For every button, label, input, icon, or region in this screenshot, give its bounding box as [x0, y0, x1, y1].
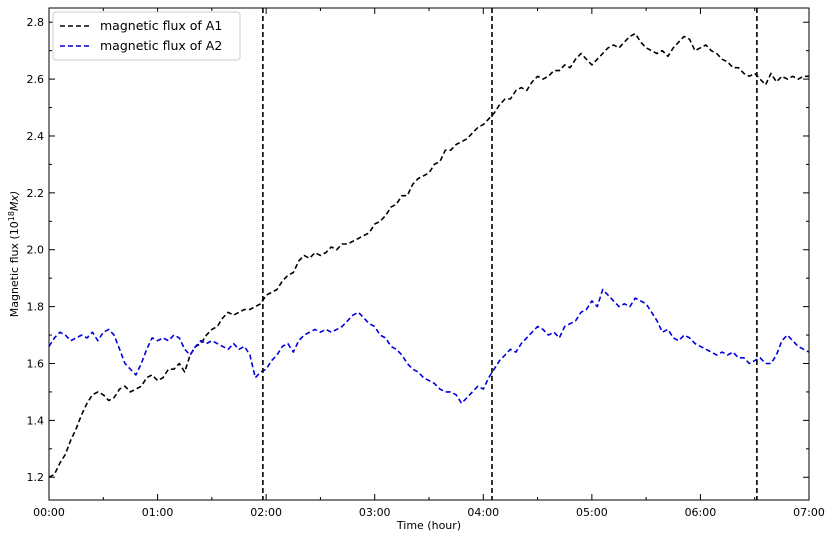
- x-tick-label: 01:00: [142, 506, 174, 519]
- y-axis-label-main: Magnetic flux (10: [8, 221, 21, 317]
- x-axis-label: Time (hour): [396, 519, 461, 532]
- x-tick-label: 06:00: [685, 506, 717, 519]
- y-axis-label-exponent: 18: [7, 211, 16, 221]
- y-tick-label: 2.6: [27, 73, 45, 86]
- y-tick-label: 1.4: [27, 414, 45, 427]
- series-line-a2: [48, 288, 810, 405]
- y-axis-label-unit: Mx): [8, 191, 21, 211]
- y-tick-label: 1.2: [27, 471, 45, 484]
- series-layer: [48, 32, 810, 478]
- y-tick-label: 2.8: [27, 16, 45, 29]
- x-tick-label: 04:00: [467, 506, 499, 519]
- vertical-marker-layer: [262, 8, 758, 500]
- legend-label-a1: magnetic flux of A1: [100, 18, 222, 33]
- x-tick-label: 00:00: [33, 506, 65, 519]
- legend: magnetic flux of A1 magnetic flux of A2: [52, 11, 241, 61]
- plot-background: [49, 8, 809, 500]
- y-tick-label: 1.6: [27, 357, 45, 370]
- x-tick-label: 02:00: [250, 506, 282, 519]
- legend-box: [52, 11, 241, 61]
- x-tick-label: 07:00: [793, 506, 825, 519]
- x-tick-label: 05:00: [576, 506, 608, 519]
- x-tick-label: 03:00: [359, 506, 391, 519]
- series-line-a1: [48, 32, 809, 478]
- x-axis-ticks: 00:00 01:00 02:00 03:00 04:00 05:00 06:00 07:00: [33, 8, 825, 519]
- y-tick-label: 2.0: [27, 244, 45, 257]
- y-tick-label: 2.2: [27, 187, 45, 200]
- y-axis-label: Magnetic flux (1018Mx): [7, 191, 21, 318]
- y-tick-label: 1.8: [27, 301, 45, 314]
- legend-label-a2: magnetic flux of A2: [100, 38, 222, 53]
- y-axis-ticks: 1.2 1.4 1.6 1.8 2.0 2.2 2.4 2.6 2.8: [27, 16, 809, 484]
- y-tick-label: 2.4: [27, 130, 45, 143]
